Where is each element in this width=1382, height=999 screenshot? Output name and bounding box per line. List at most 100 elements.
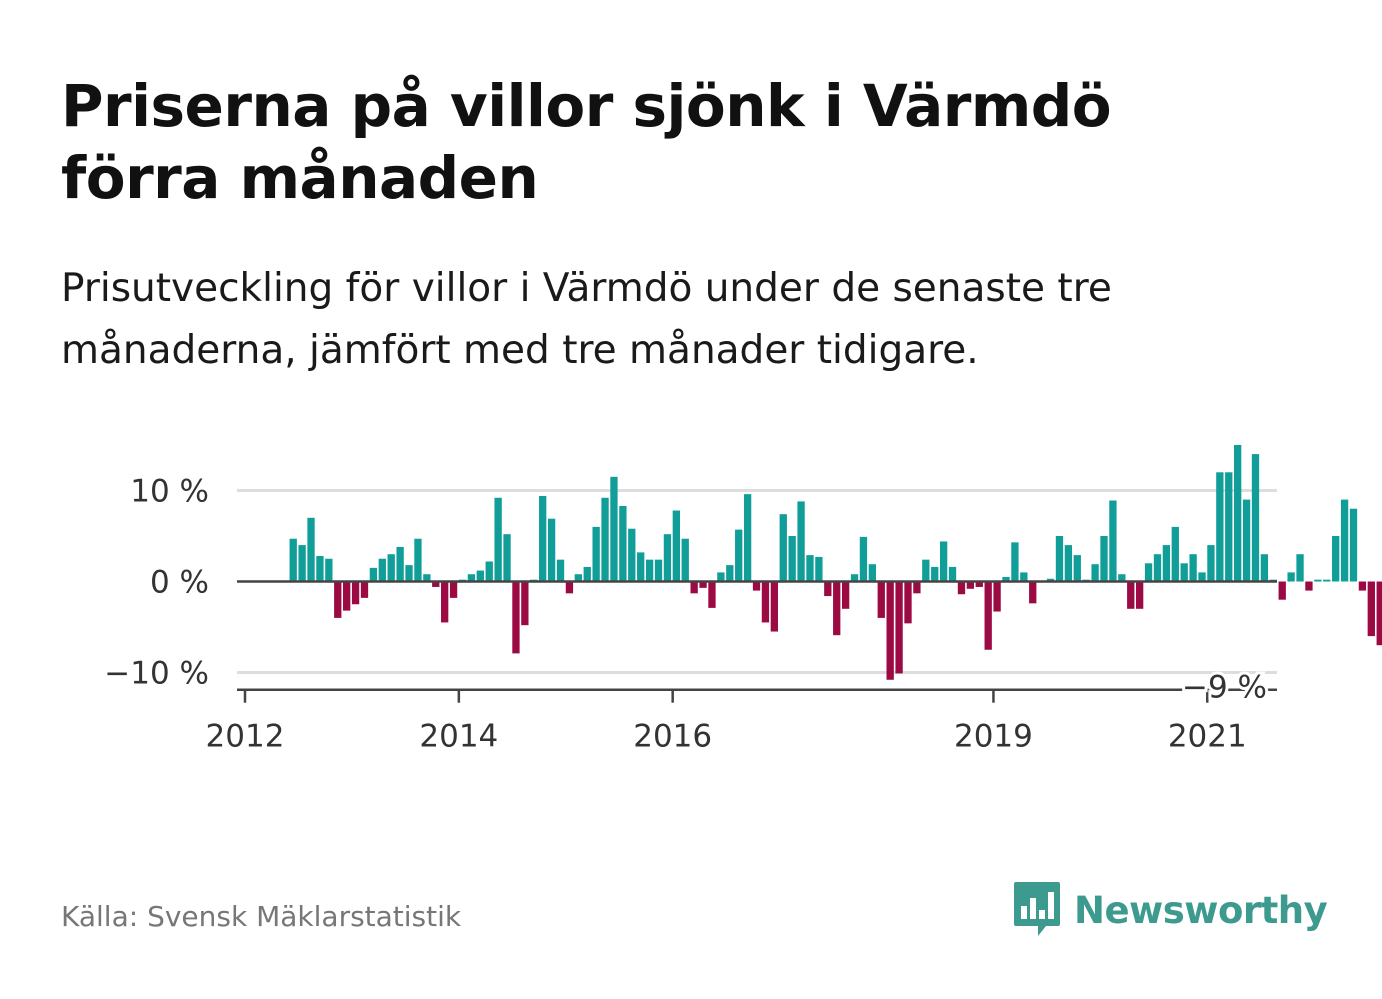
bar <box>1287 572 1295 582</box>
bar <box>512 581 520 654</box>
bar <box>859 536 868 582</box>
bar <box>1225 472 1233 582</box>
bar <box>307 517 315 582</box>
newsworthy-icon <box>1014 882 1060 936</box>
bar <box>565 581 574 594</box>
bar <box>1189 554 1197 582</box>
bar <box>610 476 618 582</box>
bar <box>1198 572 1206 582</box>
bar <box>583 566 591 582</box>
bar <box>788 536 796 582</box>
grid-lines <box>237 489 1277 674</box>
x-tick-label: 2019 <box>954 719 1033 755</box>
bar <box>1055 536 1064 582</box>
bar <box>574 574 582 582</box>
bar <box>1242 499 1251 582</box>
bar <box>467 574 476 582</box>
bar <box>628 528 636 582</box>
bar <box>1314 579 1322 582</box>
last-value-annotation: −9 % <box>1179 667 1270 709</box>
bar <box>779 514 787 582</box>
bar <box>663 534 672 582</box>
bar <box>521 581 529 626</box>
bar <box>752 581 761 591</box>
y-tick-label: 0 % <box>150 565 209 601</box>
axes <box>237 580 1277 691</box>
brand-name: Newsworthy <box>1074 888 1328 932</box>
bar <box>1153 554 1162 582</box>
bar <box>351 581 360 605</box>
bar <box>556 559 565 582</box>
bar <box>726 565 734 582</box>
bar <box>993 581 1001 612</box>
bar <box>717 572 725 582</box>
bar <box>298 545 306 582</box>
y-tick-label: −10 % <box>104 656 209 692</box>
bar <box>1296 554 1304 582</box>
bar <box>1278 581 1286 600</box>
bar <box>1376 581 1382 646</box>
bar <box>1144 563 1153 582</box>
bar <box>708 581 716 608</box>
bar <box>681 538 689 582</box>
bar <box>1162 545 1171 582</box>
bar <box>877 581 885 618</box>
bar <box>1323 579 1331 582</box>
bar <box>414 538 422 582</box>
bar <box>1332 536 1340 582</box>
bar <box>743 494 752 582</box>
bar <box>360 581 369 598</box>
bar <box>405 565 413 582</box>
bar <box>325 558 333 582</box>
bar <box>441 581 449 623</box>
bar <box>833 581 841 636</box>
bar <box>289 538 297 582</box>
bar <box>939 541 948 582</box>
bar <box>1127 581 1135 609</box>
bar <box>449 581 458 598</box>
bar <box>1109 500 1117 582</box>
annotation-label: −9 % <box>1182 670 1267 706</box>
bar <box>1358 581 1367 591</box>
bar <box>975 581 983 587</box>
bar <box>841 581 850 609</box>
bar <box>931 566 939 582</box>
bar <box>494 497 502 582</box>
bar <box>904 581 912 624</box>
bar <box>396 546 404 582</box>
bar <box>1136 581 1144 609</box>
bar <box>690 581 698 594</box>
bar <box>1216 472 1224 582</box>
bar <box>966 581 975 589</box>
bar <box>485 561 493 582</box>
page-subtitle: Prisutveckling för villor i Värmdö under… <box>61 266 1112 373</box>
bar <box>672 510 680 582</box>
bar <box>387 554 395 582</box>
bar <box>850 574 859 582</box>
bar <box>1340 499 1349 582</box>
bar <box>948 566 957 582</box>
bar <box>1029 581 1037 604</box>
source-note: Källa: Svensk Mäklarstatistik <box>61 900 462 933</box>
bar <box>1073 555 1081 582</box>
bar <box>1091 564 1099 582</box>
x-tick-label: 2014 <box>419 719 498 755</box>
bars <box>289 445 1382 680</box>
bar <box>895 581 903 674</box>
bar <box>1171 526 1179 582</box>
bar <box>1046 578 1055 582</box>
bar <box>1100 536 1108 582</box>
bar <box>619 505 627 582</box>
bar <box>645 559 654 582</box>
page-title: Priserna på villor sjönk i Värmdö förra … <box>61 72 1112 212</box>
bar <box>699 581 707 588</box>
bar <box>637 552 645 582</box>
y-axis-labels: 10 % 0 % −10 % <box>104 474 209 692</box>
bar <box>1011 542 1019 582</box>
bar <box>1118 574 1126 582</box>
bar <box>592 526 600 582</box>
bar <box>1207 545 1215 582</box>
bar <box>815 556 823 582</box>
bar <box>369 567 378 582</box>
bar <box>1180 563 1188 582</box>
